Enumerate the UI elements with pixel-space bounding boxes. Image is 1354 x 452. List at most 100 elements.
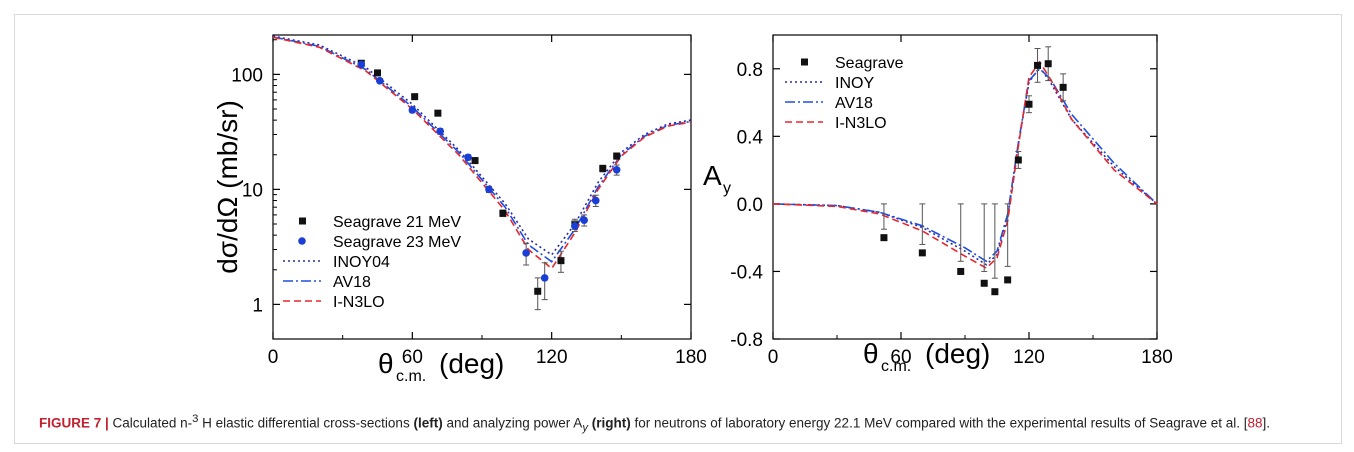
data-point-square [434, 109, 442, 117]
data-point-square [991, 288, 999, 296]
data-point-square [957, 267, 965, 275]
legend-square-marker [801, 58, 808, 66]
data-point-square [1044, 60, 1052, 68]
svg-text:c.m.: c.m. [881, 358, 911, 375]
data-point-square [980, 279, 988, 287]
data-point-square [411, 93, 419, 101]
legend-label: INOY04 [333, 254, 390, 271]
svg-text:(deg): (deg) [439, 348, 504, 379]
data-point-circle [540, 274, 549, 282]
legend-label: Seagrave [835, 55, 904, 72]
data-point-circle [580, 216, 588, 224]
data-point-square [613, 152, 621, 160]
data-point-square [1059, 83, 1067, 91]
caption-reference-link[interactable]: 88 [1247, 415, 1263, 431]
figure-frame: 0 60 120 180 1 10 100 dσ/dΩ (mb/sr) θ c.m. (de… [14, 14, 1342, 444]
right-curves [772, 60, 1158, 270]
legend-circle-marker [298, 237, 306, 245]
left-curves [272, 35, 692, 270]
data-point-circle [591, 196, 600, 205]
data-point-circle [571, 222, 579, 230]
caption-subscript: y [582, 422, 588, 435]
caption-superscript: 3 [192, 413, 199, 425]
legend-label: I-N3LO [835, 115, 887, 132]
x-tick-label: 60 [890, 347, 911, 368]
caption-text: H elastic differential cross-sections [198, 415, 414, 431]
data-point-square [534, 287, 542, 295]
left-chart: 0 60 120 180 1 10 100 dσ/dΩ (mb/sr) θ c.m. (de… [212, 34, 707, 385]
right-plot-frame [772, 34, 1158, 340]
curve-i-n3lo [272, 36, 692, 270]
caption-text: and analyzing power A [442, 415, 583, 431]
caption-text: Calculated n- [108, 415, 193, 431]
figure-plots: 0 60 120 180 1 10 100 dσ/dΩ (mb/sr) θ c.m. (de… [212, 34, 1173, 385]
y-tick-label: 1 [252, 295, 263, 316]
data-point-circle [357, 60, 366, 69]
data-point-square [499, 209, 507, 217]
data-point-square [471, 157, 479, 165]
left-legend: Seagrave 21 MeV Seagrave 23 MeV INOY04 AV18… [283, 214, 461, 311]
x-tick-label: 180 [675, 347, 707, 368]
right-data-points [880, 46, 1067, 296]
data-point-circle [376, 76, 384, 85]
data-point-square [1014, 156, 1022, 164]
curve-av18 [772, 67, 1158, 263]
x-tick-label: 120 [1013, 347, 1045, 368]
legend-label: Seagrave 21 MeV [333, 214, 461, 231]
svg-text:θ: θ [863, 338, 879, 369]
caption-text: for neutrons of laboratory energy 22.1 M… [630, 415, 1248, 431]
data-point-square [557, 257, 565, 265]
curve-inoy [772, 65, 1158, 266]
caption-figure-label: FIGURE 7 | [39, 415, 109, 431]
figure-caption: FIGURE 7 | Calculated n-3 H elastic diff… [39, 408, 1339, 439]
svg-text:θ: θ [378, 348, 394, 379]
y-tick-label: -0.8 [730, 330, 763, 351]
legend-label: AV18 [835, 95, 873, 112]
data-point-circle [612, 165, 621, 174]
right-legend: Seagrave INOY AV18 I-N3LO [785, 55, 904, 132]
left-x-axis-label: θ c.m. (deg) [378, 348, 504, 385]
right-y-axis-label: A y [703, 160, 731, 197]
y-tick-label: 0.0 [737, 195, 763, 216]
data-point-circle [485, 185, 493, 194]
data-point-square [1034, 61, 1042, 69]
data-point-square [880, 234, 888, 242]
y-tick-label: 10 [242, 180, 263, 201]
data-point-square [599, 164, 607, 172]
caption-left-bold: (left) [413, 415, 443, 431]
legend-label: AV18 [333, 274, 371, 291]
data-point-circle [522, 249, 530, 257]
y-tick-label: -0.4 [730, 262, 763, 283]
svg-text:(deg): (deg) [925, 338, 990, 369]
data-point-square [374, 69, 381, 77]
curve-av18 [272, 36, 692, 263]
y-tick-label: 0.8 [737, 60, 763, 81]
legend-label: Seagrave 23 MeV [333, 234, 461, 251]
data-point-square [1025, 100, 1033, 108]
x-tick-label: 60 [402, 347, 423, 368]
legend-square-marker [299, 217, 306, 225]
x-tick-label: 180 [1141, 347, 1173, 368]
left-axis-ticks: 0 60 120 180 1 10 100 [231, 35, 707, 368]
right-chart: 0 60 120 180 -0.8 -0.4 0.0 0.4 0.8 A y θ c.m. (d… [703, 34, 1173, 375]
caption-text: ]. [1262, 415, 1271, 431]
y-tick-label: 0.4 [737, 127, 764, 148]
svg-text:c.m.: c.m. [396, 368, 426, 385]
svg-text:A: A [703, 160, 722, 191]
x-tick-label: 0 [768, 347, 779, 368]
x-tick-label: 120 [536, 347, 568, 368]
curve-i-n3lo [772, 60, 1158, 270]
svg-text:y: y [723, 180, 731, 197]
curve-inoy04 [272, 35, 692, 256]
data-point-square [1004, 276, 1012, 284]
data-point-square [918, 249, 926, 257]
left-data-points [357, 59, 621, 311]
data-point-circle [436, 127, 445, 136]
right-x-axis-label: θ c.m. (deg) [863, 338, 990, 375]
legend-label: INOY [835, 75, 874, 92]
y-tick-label: 100 [231, 65, 263, 86]
legend-label: I-N3LO [333, 294, 385, 311]
caption-right-bold: (right) [591, 415, 631, 431]
left-y-axis-label: dσ/dΩ (mb/sr) [212, 100, 243, 274]
x-tick-label: 0 [268, 347, 279, 368]
